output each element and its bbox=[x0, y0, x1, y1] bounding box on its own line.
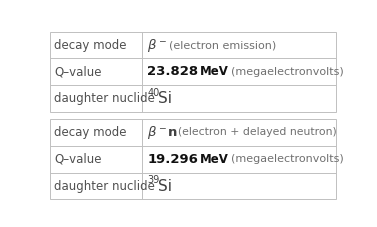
Text: (megaelectronvolts): (megaelectronvolts) bbox=[231, 154, 343, 164]
Text: (electron + delayed neutron): (electron + delayed neutron) bbox=[178, 127, 337, 137]
Text: 23.828: 23.828 bbox=[147, 65, 198, 78]
Text: decay mode: decay mode bbox=[54, 39, 127, 52]
Text: 19.296: 19.296 bbox=[147, 153, 198, 166]
Text: (electron emission): (electron emission) bbox=[169, 40, 276, 50]
Text: Si: Si bbox=[158, 178, 172, 193]
Text: Q–value: Q–value bbox=[54, 153, 102, 166]
Text: decay mode: decay mode bbox=[54, 126, 127, 139]
Bar bbox=[50, 32, 336, 112]
Text: daughter nuclide: daughter nuclide bbox=[54, 180, 155, 192]
Text: Q–value: Q–value bbox=[54, 65, 102, 78]
Text: 39: 39 bbox=[147, 175, 159, 185]
Text: daughter nuclide: daughter nuclide bbox=[54, 92, 155, 105]
Text: n: n bbox=[167, 126, 177, 139]
Text: (megaelectronvolts): (megaelectronvolts) bbox=[231, 67, 343, 77]
Text: $\beta^-$: $\beta^-$ bbox=[147, 37, 167, 54]
Text: MeV: MeV bbox=[200, 65, 229, 78]
Text: $\beta^-$: $\beta^-$ bbox=[147, 124, 167, 141]
Text: Si: Si bbox=[158, 91, 172, 106]
Text: MeV: MeV bbox=[200, 153, 228, 166]
Text: 40: 40 bbox=[147, 88, 159, 98]
Bar bbox=[50, 119, 336, 199]
